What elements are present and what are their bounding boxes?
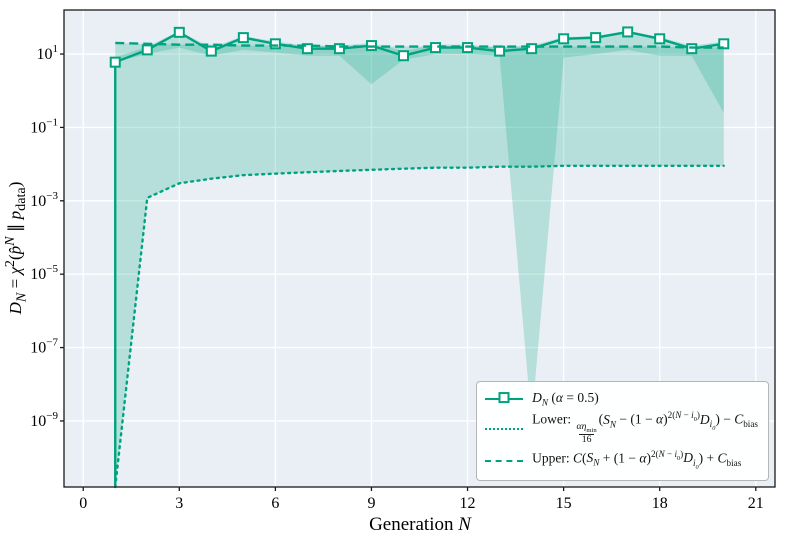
data-marker <box>237 32 249 44</box>
dotted-line-icon <box>485 428 524 431</box>
x-tick-label: 3 <box>175 495 183 512</box>
data-marker <box>622 26 634 38</box>
x-tick-label: 6 <box>271 495 279 512</box>
y-tick-label: 10−7 <box>30 337 58 357</box>
y-tick-label: 10−1 <box>30 116 58 136</box>
axes: 0 3 6 9 12 15 18 21 101 10−1 10−3 10−5 10−7 10−9 <box>30 9 776 512</box>
legend-label-lower: Lower: αηmin 16 (SN − (1 − α)2(N − i0)Di0)… <box>532 410 758 446</box>
data-marker <box>141 44 153 56</box>
data-marker <box>397 50 409 62</box>
y-tick-label: 10−3 <box>30 190 58 210</box>
data-marker <box>269 38 281 50</box>
y-axis-label: DN = χ2(p̂N ∥ pdata) <box>1 181 30 315</box>
y-tick-label: 10−5 <box>30 263 58 283</box>
legend-entry-upper: Upper: C(SN + (1 − α)2(N − i0)Di0) + Cbi… <box>485 449 758 471</box>
data-marker <box>205 45 217 57</box>
x-tick-label: 12 <box>460 495 476 512</box>
gridlines <box>64 10 775 487</box>
x-tick-label: 0 <box>79 495 87 512</box>
x-tick-label: 21 <box>748 495 764 512</box>
data-marker <box>526 43 538 55</box>
x-axis-label: Generation N <box>369 514 471 535</box>
legend-entry-lower: Lower: αηmin 16 (SN − (1 − α)2(N − i0)Di0)… <box>485 410 758 446</box>
dashed-line-icon <box>485 459 524 462</box>
data-marker <box>109 56 121 68</box>
y-tick-label: 10−9 <box>30 410 58 430</box>
legend-sample-dotted-icon <box>485 420 524 436</box>
data-marker <box>333 43 345 55</box>
square-marker-icon <box>498 392 510 404</box>
data-marker <box>301 43 313 55</box>
legend: DN (α = 0.5) Lower: αηmin 16 (SN − (1 − α)… <box>476 380 769 481</box>
x-tick-label: 9 <box>367 495 375 512</box>
legend-sample-dashed-icon <box>485 452 524 468</box>
legend-entry-dn: DN (α = 0.5) <box>485 389 758 408</box>
data-marker <box>590 32 602 44</box>
x-tick-label: 18 <box>652 495 668 512</box>
data-marker <box>654 33 666 45</box>
legend-sample-solid-square-icon <box>485 390 524 406</box>
x-tick-label: 15 <box>556 495 572 512</box>
upper-bound-line <box>115 41 724 49</box>
bound-envelope-band <box>115 42 724 487</box>
data-marker <box>558 33 570 45</box>
legend-label-upper: Upper: C(SN + (1 − α)2(N − i0)Di0) + Cbi… <box>532 448 742 471</box>
y-tick-label: 101 <box>37 43 59 63</box>
legend-label-dn: DN (α = 0.5) <box>532 389 599 408</box>
lower-bound-line <box>114 164 725 489</box>
data-marker <box>173 26 185 38</box>
data-marker <box>494 45 506 57</box>
